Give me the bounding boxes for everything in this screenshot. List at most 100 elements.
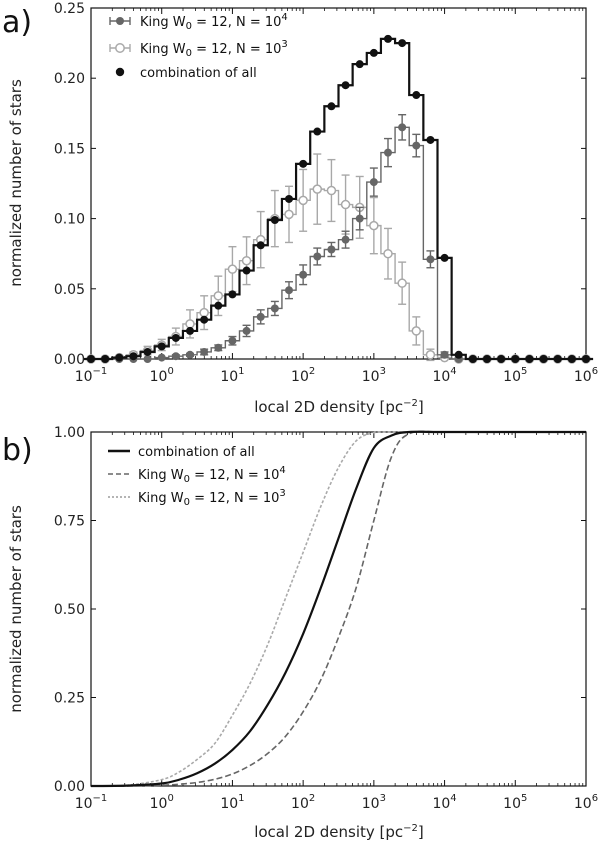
panel-b-y-ticks: 0.00 0.25 0.50 0.75 1.00 bbox=[54, 425, 586, 795]
x-tick-label: 100 bbox=[150, 366, 174, 385]
data-point bbox=[525, 355, 534, 363]
data-point bbox=[411, 326, 422, 336]
data-point bbox=[412, 141, 421, 150]
data-point bbox=[454, 350, 463, 359]
data-point bbox=[355, 60, 364, 69]
data-point bbox=[340, 199, 351, 210]
data-point bbox=[384, 148, 392, 157]
x-tick-label: 102 bbox=[291, 793, 315, 812]
histogram-step-line bbox=[83, 188, 594, 360]
data-point bbox=[313, 252, 322, 261]
data-point bbox=[185, 319, 195, 329]
data-point bbox=[327, 102, 336, 111]
data-point bbox=[129, 352, 138, 361]
panel-a-label: a) bbox=[2, 5, 32, 40]
series-2 bbox=[83, 34, 594, 363]
panel-a-x-axis-label: local 2D density [pc−2] bbox=[254, 398, 424, 416]
panel-a-y-ticks: 0.00 0.05 0.10 0.15 0.20 0.25 bbox=[54, 1, 586, 368]
x-tick-label: 100 bbox=[150, 793, 174, 812]
data-point bbox=[256, 241, 265, 250]
data-point bbox=[398, 39, 407, 48]
data-point bbox=[425, 350, 436, 360]
panel-b-x-axis-label: local 2D density [pc−2] bbox=[254, 823, 424, 841]
data-point bbox=[143, 347, 152, 356]
data-point bbox=[426, 255, 435, 264]
panel-b-series bbox=[90, 430, 586, 788]
data-point bbox=[199, 307, 209, 318]
histogram-step-line bbox=[83, 126, 594, 360]
data-point bbox=[299, 159, 308, 168]
data-point bbox=[341, 81, 350, 90]
panel-a: a) 0.000.050.100.150.200.25 10−1 100 101 10… bbox=[2, 1, 598, 416]
svg-text:King W0 = 12, N = 103: King W0 = 12, N = 103 bbox=[140, 39, 288, 59]
svg-text:combination of all: combination of all bbox=[138, 445, 255, 460]
data-point bbox=[186, 350, 194, 359]
data-point bbox=[186, 326, 194, 335]
data-point bbox=[157, 353, 166, 362]
panel-b-label: b) bbox=[2, 433, 33, 468]
data-point bbox=[298, 195, 308, 206]
x-tick-label: 106 bbox=[574, 793, 598, 812]
data-point bbox=[369, 178, 378, 187]
panel-a-legend-item-n3: King W0 = 12, N = 103 bbox=[109, 39, 288, 59]
panel-a-legend-item-n4: King W0 = 12, N = 104 bbox=[109, 12, 288, 32]
panel-a-plot-frame bbox=[90, 7, 587, 360]
series-0 bbox=[83, 114, 594, 363]
data-point bbox=[101, 355, 110, 363]
data-point bbox=[256, 312, 265, 321]
data-point bbox=[567, 355, 576, 363]
data-point bbox=[285, 194, 293, 203]
x-tick-label: 104 bbox=[432, 793, 456, 812]
data-point bbox=[242, 326, 251, 335]
data-point bbox=[440, 253, 449, 262]
data-point bbox=[497, 355, 506, 363]
data-point bbox=[369, 220, 379, 231]
data-point bbox=[87, 355, 95, 363]
y-tick-label: 1.00 bbox=[54, 425, 85, 441]
data-point bbox=[426, 135, 435, 144]
svg-text:combination of all: combination of all bbox=[140, 66, 257, 81]
x-tick-label: 101 bbox=[220, 366, 244, 385]
panel-b-y-axis-label: normalized number of stars bbox=[7, 505, 25, 713]
panel-a-legend-item-combined: combination of all bbox=[115, 66, 257, 81]
data-point bbox=[511, 355, 520, 363]
data-point bbox=[270, 304, 279, 313]
data-point bbox=[285, 286, 293, 295]
panel-b-x-ticks: 10−1 100 101 102 103 104 105 106 bbox=[75, 432, 598, 812]
y-tick-label: 0.05 bbox=[54, 282, 85, 298]
data-point bbox=[412, 91, 421, 100]
data-point bbox=[398, 123, 407, 132]
data-point bbox=[270, 216, 279, 225]
svg-text:King W0 = 12, N = 104: King W0 = 12, N = 104 bbox=[138, 465, 286, 485]
data-point bbox=[242, 266, 251, 275]
panel-b-legend: combination of all King W0 = 12, N = 104… bbox=[108, 445, 286, 508]
data-point bbox=[440, 350, 449, 359]
data-point bbox=[313, 127, 322, 136]
data-point bbox=[539, 355, 548, 363]
y-tick-label: 0.20 bbox=[54, 71, 85, 87]
y-tick-label: 0.50 bbox=[54, 602, 85, 618]
panel-b-legend-item-n3: King W0 = 12, N = 103 bbox=[108, 488, 286, 508]
y-tick-label: 0.00 bbox=[54, 352, 85, 368]
data-point bbox=[228, 290, 237, 299]
data-point bbox=[312, 184, 323, 194]
x-tick-label: 10−1 bbox=[75, 793, 108, 812]
data-point bbox=[326, 185, 337, 196]
panel-a-legend: King W0 = 12, N = 104 King W0 = 12, N = … bbox=[109, 12, 288, 81]
data-point bbox=[228, 336, 237, 345]
panel-b-plot-frame bbox=[90, 431, 587, 787]
panel-a-x-ticks: 10−1 100 101 102 103 104 105 106 bbox=[75, 8, 598, 385]
y-tick-label: 0.15 bbox=[54, 141, 85, 157]
svg-text:King W0 = 12, N = 103: King W0 = 12, N = 103 bbox=[138, 488, 286, 508]
data-point bbox=[483, 355, 491, 363]
x-tick-label: 105 bbox=[503, 366, 527, 385]
cdf-line-1 bbox=[90, 430, 586, 787]
y-tick-label: 0.25 bbox=[54, 1, 85, 17]
data-point bbox=[241, 255, 252, 266]
x-tick-label: 102 bbox=[291, 366, 315, 385]
y-tick-label: 0.25 bbox=[54, 691, 85, 707]
data-point bbox=[299, 270, 308, 279]
data-point bbox=[143, 355, 152, 363]
cdf-line-0 bbox=[90, 430, 586, 788]
